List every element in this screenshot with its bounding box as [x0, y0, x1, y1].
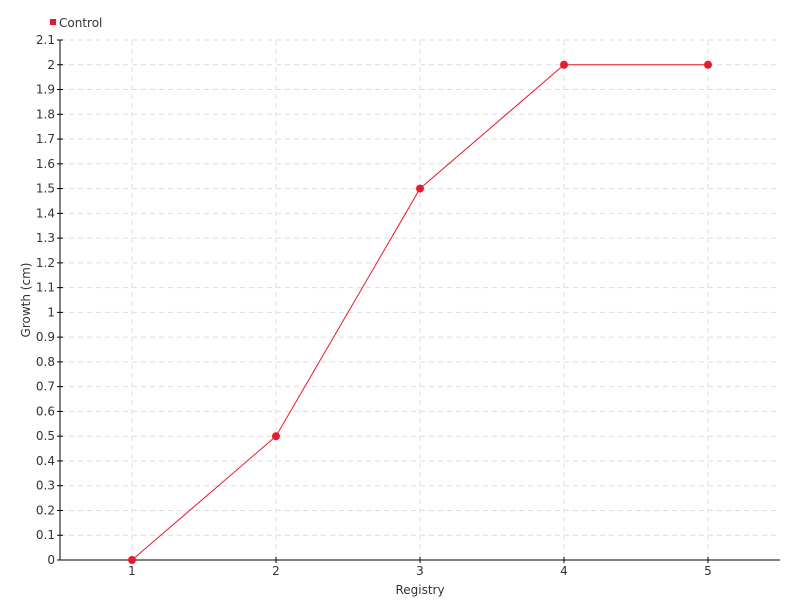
y-tick-label: 0.6 [36, 404, 55, 418]
y-tick-label: 1.8 [36, 107, 55, 121]
x-tick-label: 1 [128, 564, 136, 578]
y-tick-label: 1.3 [36, 231, 55, 245]
y-tick-label: 2.1 [36, 33, 55, 47]
y-tick-label: 1.9 [36, 83, 55, 97]
x-tick-label: 3 [416, 564, 424, 578]
data-point [128, 556, 136, 564]
x-tick-label: 4 [560, 564, 568, 578]
grid [60, 39, 780, 560]
x-axis-ticks: 1 2 3 4 5 [128, 557, 712, 578]
series [128, 60, 712, 564]
y-tick-label: 1.6 [36, 157, 55, 171]
y-tick-label: 1 [47, 305, 55, 319]
y-tick-label: 0.9 [36, 330, 55, 344]
data-point [560, 60, 568, 69]
y-tick-label: 0.8 [36, 355, 55, 369]
y-tick-label: 1.4 [36, 206, 55, 220]
data-point [416, 184, 424, 193]
legend-marker [50, 19, 56, 25]
y-axis-label: Growth (cm) [19, 263, 33, 338]
y-tick-label: 2 [47, 58, 55, 72]
data-point [704, 60, 712, 69]
y-tick-label: 0.7 [36, 380, 55, 394]
y-tick-label: 0.4 [36, 454, 55, 468]
y-tick-label: 0.2 [36, 503, 55, 517]
legend[interactable]: Control [50, 16, 102, 30]
x-tick-label: 2 [272, 564, 280, 578]
x-axis-label: Registry [395, 583, 444, 597]
x-tick-label: 5 [704, 564, 712, 578]
legend-label: Control [59, 16, 102, 30]
y-tick-label: 1.2 [36, 256, 55, 270]
y-tick-label: 1.5 [36, 182, 55, 196]
data-point [272, 432, 280, 441]
y-tick-label: 0 [47, 553, 55, 567]
y-tick-label: 1.1 [36, 281, 55, 295]
y-tick-label: 0.1 [36, 528, 55, 542]
y-tick-label: 0.5 [36, 429, 55, 443]
y-tick-label: 0.3 [36, 479, 55, 493]
y-axis-ticks: 0 0.1 0.2 0.3 0.4 0.5 0.6 0.7 0.8 0.9 1 1.1 1.2 1.3 1.… [36, 33, 63, 567]
y-tick-label: 1.7 [36, 132, 55, 146]
